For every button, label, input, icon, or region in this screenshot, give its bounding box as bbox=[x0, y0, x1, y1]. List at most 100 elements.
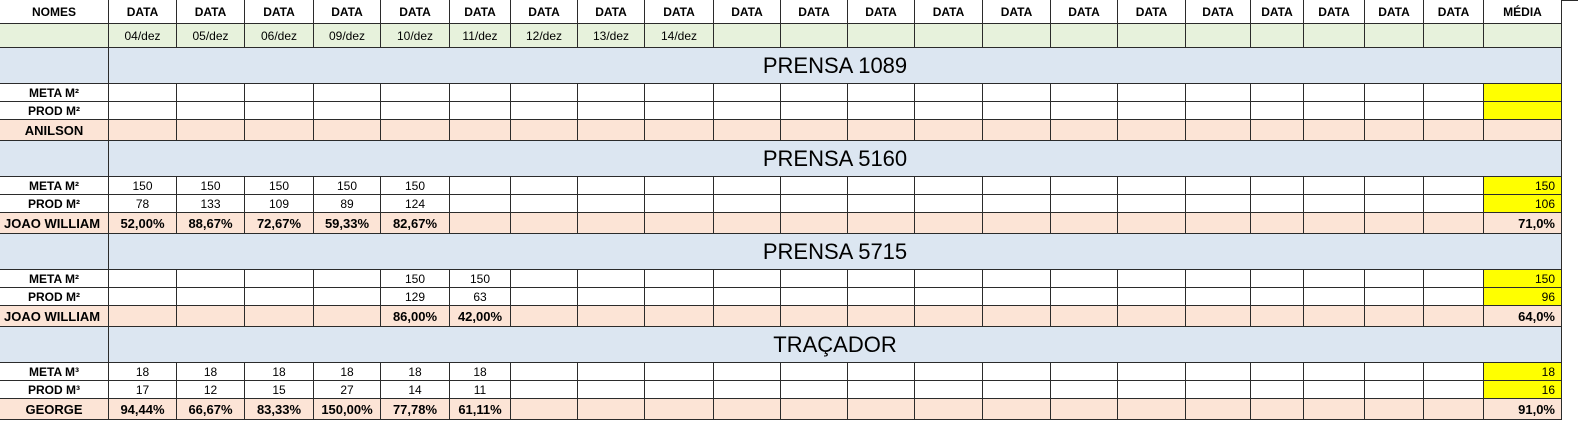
percentage-cell[interactable] bbox=[714, 120, 781, 141]
meta-cell[interactable]: 18 bbox=[177, 363, 245, 381]
percentage-cell[interactable] bbox=[1365, 306, 1424, 327]
percentage-cell[interactable] bbox=[1304, 399, 1365, 420]
meta-cell[interactable] bbox=[915, 270, 983, 288]
meta-cell[interactable] bbox=[1304, 177, 1365, 195]
percentage-cell[interactable] bbox=[983, 120, 1051, 141]
prod-cell[interactable] bbox=[511, 288, 578, 306]
prod-cell[interactable] bbox=[848, 195, 915, 213]
header-avg-cell[interactable]: MÉDIA bbox=[1484, 0, 1562, 24]
meta-cell[interactable] bbox=[450, 177, 511, 195]
percentage-cell[interactable] bbox=[915, 306, 983, 327]
meta-cell[interactable] bbox=[1424, 363, 1484, 381]
prod-cell[interactable] bbox=[915, 102, 983, 120]
percentage-cell[interactable] bbox=[983, 213, 1051, 234]
prod-label[interactable]: PROD M² bbox=[0, 102, 109, 120]
meta-cell[interactable]: 150 bbox=[381, 177, 450, 195]
section-label-cell[interactable] bbox=[0, 48, 109, 84]
date-cell[interactable] bbox=[915, 24, 983, 48]
meta-cell[interactable] bbox=[1251, 84, 1304, 102]
percentage-cell[interactable] bbox=[1251, 120, 1304, 141]
percentage-cell[interactable] bbox=[714, 213, 781, 234]
date-cell[interactable] bbox=[1051, 24, 1118, 48]
percentage-cell[interactable] bbox=[1051, 399, 1118, 420]
meta-cell[interactable] bbox=[109, 84, 177, 102]
date-cell[interactable]: 12/dez bbox=[511, 24, 578, 48]
prod-cell[interactable] bbox=[1304, 102, 1365, 120]
percentage-cell[interactable] bbox=[1251, 306, 1304, 327]
meta-cell[interactable] bbox=[1365, 177, 1424, 195]
section-title[interactable]: PRENSA 5160 bbox=[109, 141, 1562, 177]
prod-cell[interactable] bbox=[645, 195, 714, 213]
meta-cell[interactable] bbox=[511, 363, 578, 381]
percentage-cell[interactable] bbox=[915, 120, 983, 141]
date-cell[interactable] bbox=[1304, 24, 1365, 48]
header-date-cell[interactable]: DATA bbox=[781, 0, 848, 24]
date-cell[interactable]: 04/dez bbox=[109, 24, 177, 48]
header-date-cell[interactable]: DATA bbox=[714, 0, 781, 24]
percentage-cell[interactable] bbox=[1051, 213, 1118, 234]
percentage-cell[interactable] bbox=[450, 213, 511, 234]
meta-cell[interactable] bbox=[109, 270, 177, 288]
meta-cell[interactable] bbox=[714, 177, 781, 195]
meta-cell[interactable]: 18 bbox=[381, 363, 450, 381]
operator-name[interactable]: JOAO WILLIAM bbox=[0, 306, 109, 327]
percentage-cell[interactable] bbox=[781, 399, 848, 420]
meta-avg-cell[interactable]: 18 bbox=[1484, 363, 1562, 381]
prod-cell[interactable] bbox=[1424, 381, 1484, 399]
prod-cell[interactable] bbox=[714, 102, 781, 120]
percentage-cell[interactable] bbox=[177, 306, 245, 327]
meta-cell[interactable] bbox=[1304, 363, 1365, 381]
header-date-cell[interactable]: DATA bbox=[314, 0, 381, 24]
meta-cell[interactable] bbox=[1424, 270, 1484, 288]
prod-cell[interactable] bbox=[1118, 381, 1186, 399]
meta-cell[interactable] bbox=[645, 84, 714, 102]
prod-avg-cell[interactable]: 16 bbox=[1484, 381, 1562, 399]
header-date-cell[interactable]: DATA bbox=[578, 0, 645, 24]
percentage-cell[interactable] bbox=[511, 120, 578, 141]
prod-cell[interactable] bbox=[645, 381, 714, 399]
prod-cell[interactable]: 133 bbox=[177, 195, 245, 213]
meta-cell[interactable] bbox=[848, 84, 915, 102]
prod-cell[interactable]: 129 bbox=[381, 288, 450, 306]
prod-cell[interactable] bbox=[714, 195, 781, 213]
prod-cell[interactable] bbox=[1365, 195, 1424, 213]
meta-cell[interactable] bbox=[915, 177, 983, 195]
date-cell[interactable] bbox=[781, 24, 848, 48]
date-cell[interactable]: 14/dez bbox=[645, 24, 714, 48]
pct-avg-cell[interactable] bbox=[1484, 120, 1562, 141]
meta-cell[interactable] bbox=[511, 177, 578, 195]
meta-cell[interactable] bbox=[1304, 84, 1365, 102]
meta-cell[interactable] bbox=[578, 270, 645, 288]
section-label-cell[interactable] bbox=[0, 141, 109, 177]
prod-cell[interactable] bbox=[314, 288, 381, 306]
percentage-cell[interactable] bbox=[1186, 120, 1251, 141]
meta-cell[interactable]: 150 bbox=[109, 177, 177, 195]
prod-cell[interactable] bbox=[1251, 381, 1304, 399]
meta-cell[interactable] bbox=[1251, 363, 1304, 381]
prod-cell[interactable] bbox=[1424, 288, 1484, 306]
meta-cell[interactable]: 18 bbox=[109, 363, 177, 381]
percentage-cell[interactable]: 72,67% bbox=[245, 213, 314, 234]
percentage-cell[interactable] bbox=[848, 306, 915, 327]
date-cell[interactable] bbox=[1365, 24, 1424, 48]
percentage-cell[interactable]: 83,33% bbox=[245, 399, 314, 420]
percentage-cell[interactable] bbox=[1304, 213, 1365, 234]
prod-cell[interactable] bbox=[1186, 288, 1251, 306]
meta-cell[interactable] bbox=[1365, 363, 1424, 381]
percentage-cell[interactable]: 42,00% bbox=[450, 306, 511, 327]
percentage-cell[interactable] bbox=[781, 213, 848, 234]
prod-cell[interactable] bbox=[1186, 195, 1251, 213]
prod-cell[interactable] bbox=[109, 288, 177, 306]
percentage-cell[interactable] bbox=[578, 399, 645, 420]
header-date-cell[interactable]: DATA bbox=[1051, 0, 1118, 24]
section-label-cell[interactable] bbox=[0, 234, 109, 270]
date-cell[interactable]: 05/dez bbox=[177, 24, 245, 48]
prod-cell[interactable] bbox=[1118, 195, 1186, 213]
header-date-cell[interactable]: DATA bbox=[109, 0, 177, 24]
date-cell[interactable]: 10/dez bbox=[381, 24, 450, 48]
meta-cell[interactable]: 150 bbox=[450, 270, 511, 288]
prod-cell[interactable] bbox=[1118, 288, 1186, 306]
meta-label[interactable]: META M² bbox=[0, 177, 109, 195]
meta-cell[interactable] bbox=[781, 363, 848, 381]
date-cell[interactable]: 11/dez bbox=[450, 24, 511, 48]
